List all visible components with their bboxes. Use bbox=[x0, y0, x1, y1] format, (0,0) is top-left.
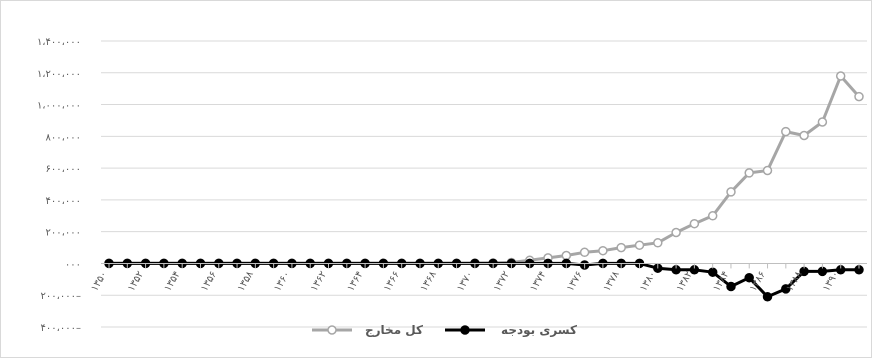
legend-marker-budget-deficit bbox=[460, 325, 470, 335]
y-tick-label: ۸۰۰،۰۰۰ bbox=[46, 132, 81, 143]
legend: کل مخارج کسری بودجه bbox=[312, 323, 577, 338]
x-tick-label: ۱۳۶۰ bbox=[272, 269, 292, 293]
legend-label-budget-deficit: کسری بودجه bbox=[501, 323, 577, 338]
x-tick-label: ۱۳۸۰ bbox=[638, 269, 658, 293]
data-point bbox=[726, 281, 736, 292]
data-point bbox=[781, 284, 791, 294]
data-point bbox=[634, 240, 645, 250]
data-point bbox=[726, 187, 736, 197]
data-point bbox=[598, 245, 608, 256]
legend-marker-total-expenditure bbox=[327, 325, 337, 335]
x-tick-label: ۱۳۷۸ bbox=[602, 269, 623, 294]
data-point bbox=[707, 211, 718, 221]
data-point bbox=[799, 130, 809, 141]
x-tick-label: ۱۳۶۲ bbox=[309, 269, 329, 293]
y-tick-label: ۶۰۰،۰۰۰ bbox=[46, 164, 81, 175]
data-point bbox=[762, 165, 773, 176]
y-tick-label: ۱،۲۰۰،۰۰۰ bbox=[37, 69, 81, 80]
x-tick-label: ۱۳۶۸ bbox=[419, 269, 440, 294]
data-point bbox=[561, 250, 572, 261]
x-tick-label: ۱۳۸۶ bbox=[748, 269, 768, 293]
data-point bbox=[689, 218, 700, 229]
x-tick-label: ۱۳۵۴ bbox=[163, 269, 183, 293]
data-point bbox=[781, 126, 791, 137]
data-point bbox=[835, 71, 846, 81]
x-tick-label: ۱۳۶۶ bbox=[382, 269, 402, 293]
data-point bbox=[707, 267, 718, 277]
data-point bbox=[817, 266, 828, 277]
x-tick-label: ۱۳۷۰ bbox=[455, 269, 475, 293]
x-tick-label: ۱۳۵۶ bbox=[199, 269, 219, 293]
x-tick-label: ۱۳۷۲ bbox=[492, 269, 512, 293]
y-axis: ۱،۴۰۰،۰۰۰ ۱،۲۰۰،۰۰۰ ۱،۰۰۰،۰۰۰ ۸۰۰،۰۰۰ ۶۰۰،۰۰… bbox=[37, 37, 81, 334]
data-point bbox=[579, 247, 590, 258]
data-point bbox=[653, 238, 663, 248]
y-tick-label: ۴۰۰،۰۰۰ bbox=[46, 196, 81, 207]
data-point bbox=[817, 117, 828, 127]
data-point bbox=[671, 227, 681, 238]
x-tick-label: ۱۳۶۴ bbox=[345, 269, 365, 293]
y-tick-label: ۱،۰۰۰،۰۰۰ bbox=[37, 101, 81, 112]
y-tick-label: ۱،۴۰۰،۰۰۰ bbox=[37, 37, 81, 48]
y-tick-label: ۰۰۰ bbox=[65, 259, 81, 270]
data-point bbox=[616, 242, 626, 253]
x-tick-label: ۱۳۵۰ bbox=[89, 269, 109, 293]
data-point bbox=[744, 272, 754, 283]
y-tick-label: ۴۰۰،۰۰۰– bbox=[41, 323, 81, 334]
data-point bbox=[762, 292, 773, 302]
gridlines bbox=[101, 40, 867, 328]
x-tick-label: ۱۳۵۲ bbox=[126, 269, 146, 293]
y-tick-label: ۲۰۰،۰۰۰– bbox=[41, 291, 81, 302]
data-point bbox=[744, 168, 754, 178]
data-point bbox=[854, 91, 864, 102]
x-tick-label: ۱۳۷۴ bbox=[528, 269, 548, 293]
x-tick-label: ۱۳۷۶ bbox=[565, 269, 585, 293]
x-tick-label: ۱۳۵۸ bbox=[236, 269, 257, 294]
y-tick-label: ۲۰۰،۰۰۰ bbox=[46, 228, 81, 239]
legend-label-total-expenditure: کل مخارج bbox=[365, 323, 423, 337]
